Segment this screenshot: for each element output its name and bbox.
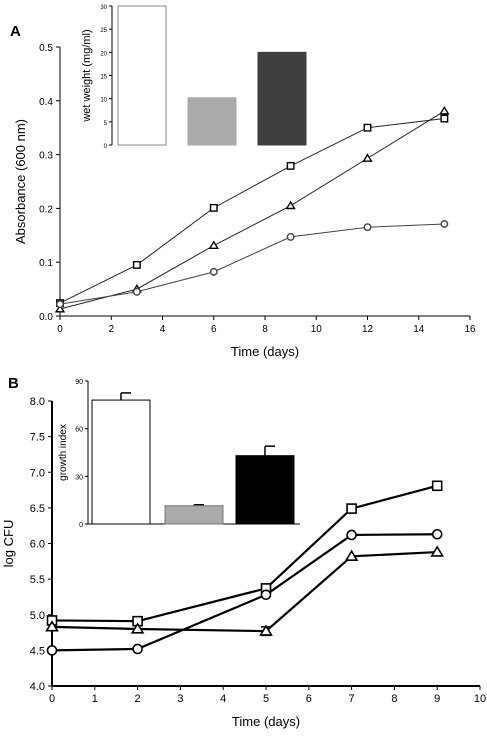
B-main-x-tick-label: 8: [391, 693, 397, 705]
B-main-point-square: [346, 503, 357, 514]
A-main-x-tick-label: 2: [108, 324, 114, 335]
A-main-point-circle: [209, 267, 218, 276]
B-main-point-circle: [346, 529, 357, 541]
A-inset-y-tick-label: 5: [104, 121, 108, 127]
A-inset-y-axis-title: wet weight (mg/ml): [81, 29, 93, 122]
A-main-x-tick-label: 10: [311, 324, 323, 335]
A-main-y-tick-label: 0.1: [39, 258, 53, 269]
B-main-x-tick-label: 0: [49, 693, 55, 705]
A-main-series-circle-line: [59, 223, 445, 305]
A-inset-y-tick-label: 30: [100, 5, 107, 11]
A-main-point-square: [286, 161, 295, 170]
A-main-x-tick-label: 6: [211, 324, 217, 335]
A-main-y-tick-label: 0.4: [39, 97, 53, 108]
A-main-point-circle: [440, 220, 449, 228]
A-inset-bar: [187, 97, 237, 146]
A-inset-bar: [257, 51, 307, 146]
A-inset-y-tick-label: 20: [100, 51, 107, 57]
A-main-series-square-line: [59, 118, 445, 304]
B-main-x-tick-label: 5: [263, 693, 269, 705]
A-main-x-axis-title: Time (days): [231, 344, 299, 359]
B-main-y-tick-label: 7.0: [30, 467, 45, 479]
A-main-point-triangle: [285, 200, 296, 210]
B-main-point-circle: [260, 589, 272, 601]
B-main-point-triangle: [45, 620, 59, 632]
A-main-point-triangle: [439, 105, 450, 115]
A-main-point-triangle: [54, 303, 66, 313]
B-inset-bar: [91, 399, 151, 525]
panel-label-a: A: [10, 23, 21, 40]
B-main-y-tick-label: 8.0: [30, 396, 45, 408]
B-main-y-tick-label: 7.5: [30, 432, 45, 444]
B-main-x-tick-label: 4: [220, 693, 226, 705]
A-main-point-circle: [56, 300, 64, 309]
B-main-x-tick-label: 7: [349, 693, 355, 705]
B-main-y-tick-label: 5.5: [30, 574, 45, 586]
A-main-series-triangle-line: [59, 110, 445, 310]
A-main-x-tick-label: 12: [362, 324, 374, 335]
A-inset-y-tick-label: 0: [104, 144, 108, 150]
B-main-y-axis-title: log CFU: [1, 520, 16, 568]
B-main-point-triangle: [130, 622, 145, 634]
A-main-y-tick-label: 0.0: [39, 312, 53, 323]
A-inset-y-tick-label: 10: [100, 98, 107, 104]
A-main-point-triangle: [208, 240, 219, 250]
B-main-point-circle: [46, 645, 58, 656]
A-main-point-square: [132, 260, 141, 269]
A-main-point-circle: [286, 232, 295, 241]
B-main-point-square: [431, 480, 443, 492]
B-inset-y-tick-label: 90: [75, 379, 83, 386]
B-main-point-triangle: [430, 545, 445, 557]
B-inset-y-tick-label: 0: [79, 522, 83, 529]
B-inset-y-tick-label: 30: [75, 474, 83, 481]
A-main-point-circle: [132, 287, 141, 296]
B-main-x-axis-title: Time (days): [232, 714, 300, 729]
A-main-x-tick-label: 16: [464, 324, 476, 335]
A-main-x-tick-label: 14: [413, 324, 425, 335]
B-main-point-circle: [431, 528, 443, 540]
A-main-point-circle: [363, 223, 372, 232]
B-main-x-tick-label: 1: [92, 693, 98, 705]
B-main-x-tick-label: 6: [306, 693, 312, 705]
B-main-y-tick-label: 4.5: [30, 645, 45, 657]
B-inset-bar: [235, 455, 295, 525]
A-inset-y-tick-label: 15: [100, 75, 107, 81]
B-main-point-triangle: [344, 549, 359, 561]
A-main-x-tick-label: 4: [160, 324, 166, 335]
A-main-y-tick-label: 0.5: [39, 43, 53, 54]
A-main-point-square: [363, 123, 372, 132]
B-main-x-tick-label: 3: [177, 693, 183, 705]
B-main-series-circle-line: [51, 533, 438, 652]
B-main-x-tick-label: 2: [135, 693, 141, 705]
A-main-point-square: [440, 114, 449, 123]
A-main-y-axis-title: Absorbance (600 nm): [13, 119, 28, 244]
B-inset-y-axis-title: growth index: [58, 424, 69, 481]
A-main-x-tick-label: 0: [57, 324, 63, 335]
A-main-point-square: [209, 203, 218, 212]
A-main-y-tick-label: 0.3: [39, 151, 53, 162]
B-main-x-tick-label: 9: [434, 693, 440, 705]
A-inset-y-tick-label: 25: [100, 28, 107, 34]
B-inset-bar: [164, 505, 224, 525]
B-main-y-tick-label: 5.0: [30, 610, 45, 622]
B-main-y-tick-label: 6.0: [30, 539, 45, 551]
B-main-y-tick-label: 4.0: [30, 681, 45, 693]
B-main-series-triangle-line: [51, 550, 438, 633]
A-main-y-tick-label: 0.2: [39, 204, 53, 215]
A-inset-bar: [117, 5, 167, 146]
B-main-point-circle: [132, 643, 143, 655]
A-main-x-tick-label: 8: [262, 324, 268, 335]
B-main-y-tick-label: 6.5: [30, 503, 45, 515]
B-main-point-triangle: [259, 624, 273, 636]
B-inset-y-tick-label: 60: [75, 427, 83, 434]
A-main-point-triangle: [362, 153, 373, 162]
B-main-x-tick-label: 10: [474, 693, 486, 705]
panel-label-b: B: [8, 375, 19, 392]
